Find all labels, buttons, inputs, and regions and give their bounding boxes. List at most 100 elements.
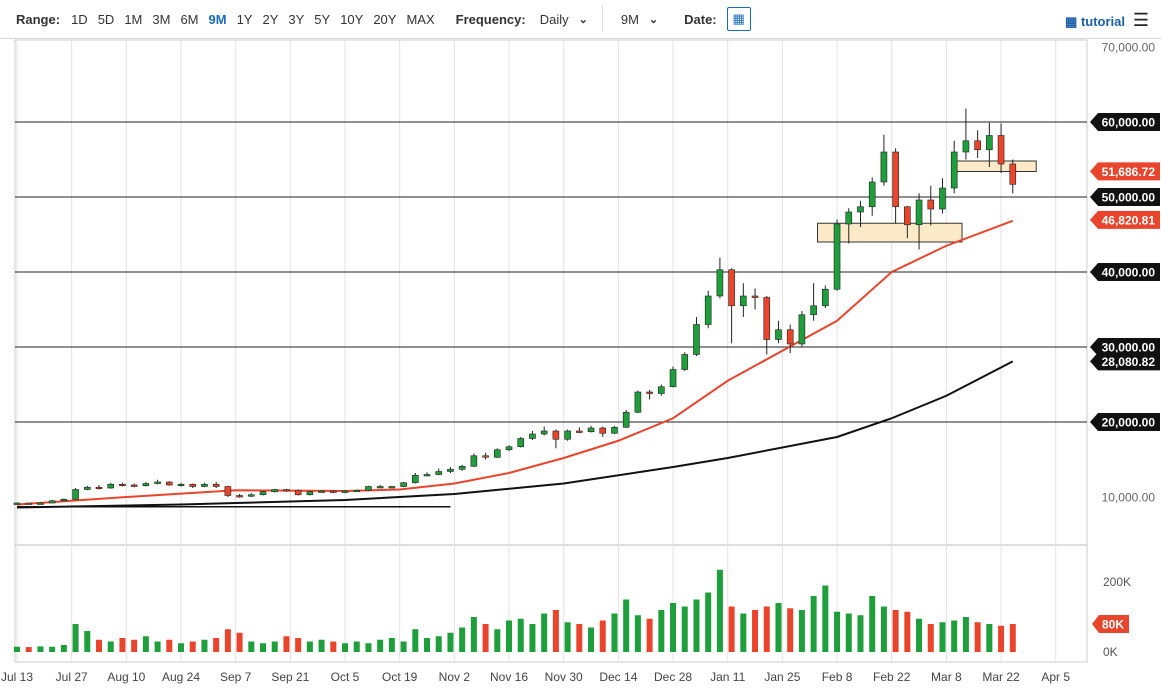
range-1d[interactable]: 1D (71, 11, 88, 27)
volume-bar (552, 610, 559, 652)
volume-bar (96, 639, 103, 652)
x-tick-label: Jul 13 (1, 670, 33, 684)
range-5y[interactable]: 5Y (314, 11, 331, 27)
volume-bar (623, 599, 630, 652)
volume-last-label: 80K (1102, 618, 1124, 632)
candle-body (107, 483, 115, 489)
volume-bar (834, 611, 841, 652)
calendar-icon[interactable]: ▦ (726, 7, 751, 31)
y-tick-label: 60,000.00 (1102, 116, 1156, 130)
candle-body (353, 489, 361, 493)
candle-body (986, 135, 993, 151)
candle-body (892, 151, 899, 208)
range-10y[interactable]: 10Y (340, 11, 364, 27)
candle-body (927, 199, 935, 210)
period-select[interactable]: 9M ⌄ (621, 12, 658, 27)
volume-bar (869, 596, 876, 652)
x-tick-label: Feb 8 (822, 670, 853, 684)
range-3m[interactable]: 3M (152, 11, 171, 27)
range-2y[interactable]: 2Y (262, 11, 279, 27)
candle-body (248, 494, 255, 497)
y-tick-label: 50,000.00 (1102, 191, 1156, 205)
ma-slow-label-tag (1090, 352, 1160, 371)
candle-body (505, 446, 513, 451)
volume-bar (37, 646, 44, 652)
y-label-tag (1090, 413, 1160, 431)
candle-body (224, 486, 232, 496)
volume-bar (107, 641, 114, 652)
volume-bar (1009, 624, 1016, 652)
volume-bar (775, 603, 782, 652)
volume-bar (529, 624, 536, 652)
period-value: 9M (620, 11, 639, 27)
tutorial-link[interactable]: ▦ tutorial (1065, 14, 1125, 30)
candle-body (880, 151, 888, 183)
volume-bar (564, 622, 571, 652)
range-5d[interactable]: 5D (97, 11, 115, 27)
frequency-value: Daily (539, 11, 569, 27)
candle-body (599, 427, 607, 434)
volume-bar (435, 636, 442, 652)
volume-bar (670, 603, 677, 652)
volume-bar (72, 624, 79, 652)
support-resistance-zone (953, 160, 1037, 172)
y-tick-label: 20,000.00 (1102, 416, 1156, 430)
date-label: Date: (684, 11, 717, 27)
candle-body (646, 391, 653, 394)
candle-body (704, 295, 712, 325)
volume-bar (224, 629, 231, 652)
range-6m[interactable]: 6M (180, 11, 199, 27)
candle-body (693, 324, 700, 355)
candle-body (564, 430, 571, 440)
y-tick-label: 30,000.00 (1102, 341, 1156, 355)
volume-bar (986, 624, 993, 652)
volume-bar (49, 646, 56, 652)
volume-bar (189, 641, 196, 652)
candle-body (552, 430, 560, 440)
candle-body (271, 489, 279, 493)
candle-body (939, 187, 946, 210)
volume-bar (517, 618, 524, 652)
range-1m[interactable]: 1M (124, 11, 143, 27)
candle-body (611, 426, 618, 434)
volume-bar (400, 641, 407, 652)
range-20y[interactable]: 20Y (373, 11, 397, 27)
range-max[interactable]: MAX (406, 11, 435, 27)
volume-bar (377, 639, 384, 652)
volume-bar (412, 629, 419, 652)
x-tick-label: Jan 11 (710, 670, 745, 684)
candle-body (83, 486, 91, 490)
volume-bar (306, 641, 313, 652)
volume-bar (541, 613, 548, 652)
divider (601, 6, 603, 32)
frequency-select[interactable]: Daily ⌄ (540, 12, 588, 27)
menu-icon[interactable]: ☰ (1132, 10, 1149, 30)
range-3y[interactable]: 3Y (288, 11, 305, 27)
volume-bar (798, 610, 805, 652)
candle-body (142, 483, 150, 487)
volume-bar (154, 641, 161, 652)
candle-body (294, 489, 302, 496)
volume-bar (142, 636, 149, 652)
candle-body (72, 489, 79, 500)
y-tick-label: 40,000.00 (1102, 266, 1156, 280)
range-1y[interactable]: 1Y (236, 11, 253, 27)
candle-body (447, 468, 454, 472)
x-tick-label: Nov 16 (490, 670, 528, 684)
volume-bar (447, 632, 454, 652)
range-9m[interactable]: 9M (208, 11, 227, 27)
volume-bar (693, 599, 700, 652)
candle-body (60, 498, 68, 502)
candle-body (740, 295, 747, 307)
x-tick-label: Jul 27 (56, 670, 88, 684)
candle-body (365, 486, 372, 491)
candle-body (576, 430, 583, 433)
candle-body (833, 223, 841, 290)
candle-body (189, 483, 197, 487)
volume-bar (880, 606, 887, 652)
candle-body (13, 502, 21, 505)
ma-fast-line (16, 219, 1014, 506)
volume-bar (424, 638, 431, 652)
volume-bar (470, 617, 477, 652)
